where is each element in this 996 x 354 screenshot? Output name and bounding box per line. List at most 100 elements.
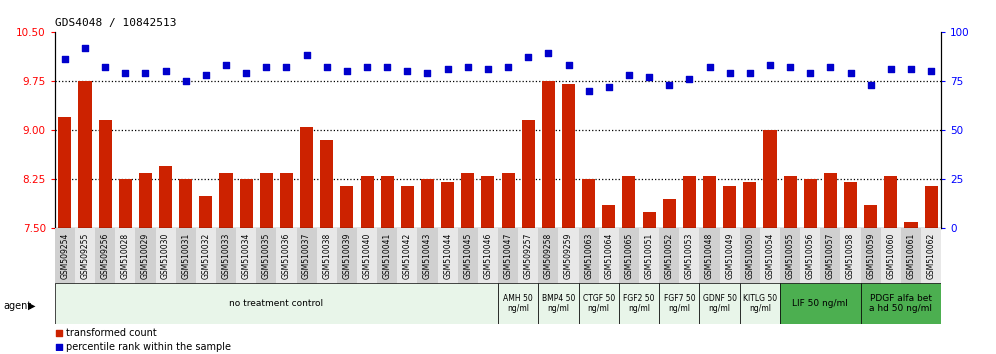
Bar — [679, 228, 699, 285]
Bar — [300, 127, 313, 228]
Bar — [683, 176, 696, 228]
Bar — [502, 173, 515, 228]
Point — [621, 72, 636, 78]
Point — [258, 64, 274, 70]
Text: AMH 50
ng/ml: AMH 50 ng/ml — [503, 294, 533, 313]
Bar — [216, 228, 236, 285]
Bar — [297, 228, 317, 285]
Bar — [320, 140, 334, 228]
Bar — [743, 183, 756, 228]
Bar — [884, 176, 897, 228]
Text: GSM510063: GSM510063 — [585, 233, 594, 279]
Bar — [659, 228, 679, 285]
Text: GSM510031: GSM510031 — [181, 233, 190, 279]
Text: GSM510064: GSM510064 — [605, 233, 614, 279]
Bar — [59, 117, 72, 228]
Point — [480, 66, 496, 72]
Bar — [642, 212, 655, 228]
Bar — [780, 283, 861, 324]
Bar — [461, 173, 474, 228]
Bar — [341, 186, 354, 228]
Bar — [377, 228, 397, 285]
Text: GSM510032: GSM510032 — [201, 233, 210, 279]
Bar — [723, 186, 736, 228]
Bar — [780, 228, 800, 285]
Bar — [518, 228, 538, 285]
Point — [419, 70, 435, 76]
Point — [681, 76, 697, 82]
Text: LIF 50 ng/ml: LIF 50 ng/ml — [793, 299, 849, 308]
Bar — [622, 176, 635, 228]
Point — [319, 64, 335, 70]
Bar — [260, 173, 273, 228]
Text: transformed count: transformed count — [66, 328, 156, 338]
Text: GSM510037: GSM510037 — [302, 233, 311, 279]
Point — [77, 45, 93, 50]
Bar — [277, 228, 297, 285]
Bar — [784, 176, 797, 228]
Text: GSM510039: GSM510039 — [343, 233, 352, 279]
Bar — [400, 186, 414, 228]
Bar — [236, 228, 256, 285]
Text: CTGF 50
ng/ml: CTGF 50 ng/ml — [583, 294, 615, 313]
Point — [299, 53, 315, 58]
Bar — [337, 228, 357, 285]
Point — [701, 64, 717, 70]
Point — [561, 62, 577, 68]
Bar — [478, 228, 498, 285]
Text: ▶: ▶ — [28, 301, 36, 311]
Bar — [219, 173, 233, 228]
Bar — [159, 166, 172, 228]
Text: PDGF alfa bet
a hd 50 ng/ml: PDGF alfa bet a hd 50 ng/ml — [870, 294, 932, 313]
Text: GSM510065: GSM510065 — [624, 233, 633, 279]
Bar — [699, 283, 740, 324]
Point — [339, 68, 355, 74]
Text: GSM510040: GSM510040 — [363, 233, 372, 279]
Text: GSM510042: GSM510042 — [402, 233, 411, 279]
Bar — [175, 228, 196, 285]
Text: GSM510061: GSM510061 — [906, 233, 915, 279]
Point — [903, 66, 919, 72]
Bar — [280, 173, 293, 228]
Bar — [421, 179, 434, 228]
Point — [500, 64, 516, 70]
Bar — [75, 228, 95, 285]
Bar — [865, 205, 877, 228]
Bar — [579, 228, 599, 285]
Bar — [760, 228, 780, 285]
Bar — [559, 228, 579, 285]
Point — [439, 66, 455, 72]
Point — [360, 64, 375, 70]
Bar — [603, 205, 616, 228]
Bar — [538, 283, 579, 324]
Bar — [880, 228, 901, 285]
Bar — [95, 228, 116, 285]
Text: GSM509254: GSM509254 — [61, 233, 70, 279]
Point — [843, 70, 859, 76]
Bar — [55, 283, 498, 324]
Text: GSM510034: GSM510034 — [242, 233, 251, 279]
Text: GSM509258: GSM509258 — [544, 233, 553, 279]
Bar — [79, 81, 92, 228]
Point — [118, 70, 133, 76]
Text: GSM510044: GSM510044 — [443, 233, 452, 279]
Point — [198, 72, 214, 78]
Bar — [542, 81, 555, 228]
Text: GSM510051: GSM510051 — [644, 233, 653, 279]
Point — [137, 70, 153, 76]
Bar — [599, 228, 619, 285]
Point — [581, 88, 597, 94]
Bar — [719, 228, 740, 285]
Point — [641, 74, 657, 80]
Text: GSM510041: GSM510041 — [382, 233, 391, 279]
Text: GSM510048: GSM510048 — [705, 233, 714, 279]
Bar — [662, 199, 676, 228]
Bar — [240, 179, 253, 228]
Text: GSM510062: GSM510062 — [926, 233, 935, 279]
Bar — [582, 179, 596, 228]
Point — [742, 70, 758, 76]
Point — [399, 68, 415, 74]
Point — [762, 62, 778, 68]
Text: GSM510056: GSM510056 — [806, 233, 815, 279]
Bar — [703, 176, 716, 228]
